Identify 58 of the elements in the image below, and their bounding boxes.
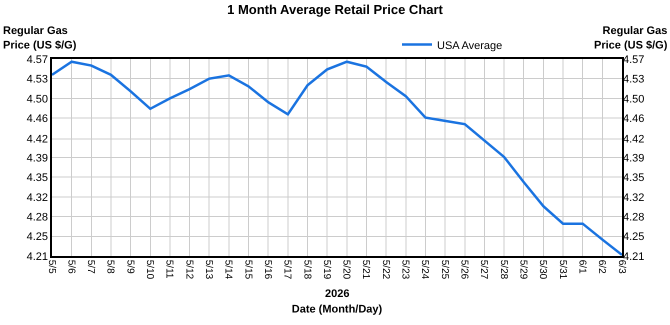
x-tick-label: 5/5: [46, 260, 57, 274]
x-tick-label: 5/21: [360, 260, 372, 280]
y-tick-label: 4.46: [26, 112, 48, 125]
x-tick-label: 5/18: [301, 260, 312, 280]
y2-tick-label: 4.57: [623, 54, 644, 66]
y-axis-title: Regular Gas Price (US $/G): [3, 25, 77, 52]
y-tick-label: 4.42: [26, 134, 48, 146]
y-tick-label: 4.39: [26, 152, 48, 164]
y2-tick-label: 4.32: [623, 192, 644, 204]
x-tick-label: 5/11: [164, 260, 175, 279]
x-tick-label: 6/3: [616, 260, 627, 274]
y-tick-label: 4.35: [26, 172, 48, 184]
x-tick-label: 5/22: [380, 260, 391, 280]
x-tick-label: 5/25: [438, 260, 450, 280]
line-series: [52, 60, 622, 256]
text: 2026: [325, 288, 350, 300]
y-tick-label: 4.57: [26, 54, 48, 66]
x-tick-label: 6/2: [596, 260, 608, 274]
x-tick-label: 5/8: [104, 260, 116, 274]
x-tick-label: 6/1: [576, 260, 588, 274]
y-tick-label: 4.28: [26, 211, 48, 224]
x-tick-label: 5/9: [124, 260, 136, 274]
x-tick-label: 5/19: [320, 260, 332, 280]
x-tick-label: 5/29: [517, 260, 528, 280]
x-tick-label: 5/14: [222, 260, 234, 280]
y-tick-label: 4.50: [26, 93, 48, 106]
y2-tick-label: 4.25: [623, 231, 644, 244]
x-tick-label: 5/6: [65, 260, 76, 274]
y2-tick-label: 4.50: [623, 93, 644, 106]
y2-tick-label: 4.42: [623, 134, 644, 146]
x-tick-label: 5/28: [498, 260, 509, 280]
y-tick-label: 4.53: [26, 74, 48, 86]
legend-label: USA Average: [437, 40, 502, 52]
x-tick-label: 5/23: [400, 260, 411, 280]
x-tick-label: 5/7: [85, 260, 96, 274]
x-tick-label: 5/24: [419, 260, 430, 280]
y2-tick-label: 4.35: [623, 172, 644, 184]
x-tick-label: 5/30: [537, 260, 548, 280]
x-tick-label: 5/10: [144, 260, 156, 280]
y-tick-label: 4.32: [26, 192, 48, 204]
y-tick-label: 4.25: [26, 231, 48, 244]
y2-tick-label: 4.53: [623, 74, 644, 86]
y-tick-label: 4.21: [26, 250, 48, 263]
x-tick-label: 5/13: [202, 260, 214, 280]
x-tick-label: 5/12: [183, 260, 194, 280]
x-tick-label: 5/15: [242, 260, 254, 280]
y2-tick-label: 4.46: [623, 112, 644, 125]
x-tick-label: 5/17: [282, 260, 293, 280]
x-tick-label: 5/27: [478, 260, 490, 280]
y2-tick-label: 4.39: [623, 152, 644, 164]
x-tick-label: 5/26: [458, 260, 470, 280]
x-tick-label: 5/20: [340, 260, 352, 280]
chart-title: 1 Month Average Retail Price Chart: [227, 2, 444, 17]
x-axis-title: Date (Month/Day): [292, 303, 383, 316]
x-tick-label: 5/31: [556, 260, 568, 280]
x-tick-label: 5/16: [262, 260, 273, 280]
y2-axis-title: Regular Gas Price (US $/G): [594, 25, 668, 52]
y2-tick-label: 4.28: [623, 211, 644, 224]
